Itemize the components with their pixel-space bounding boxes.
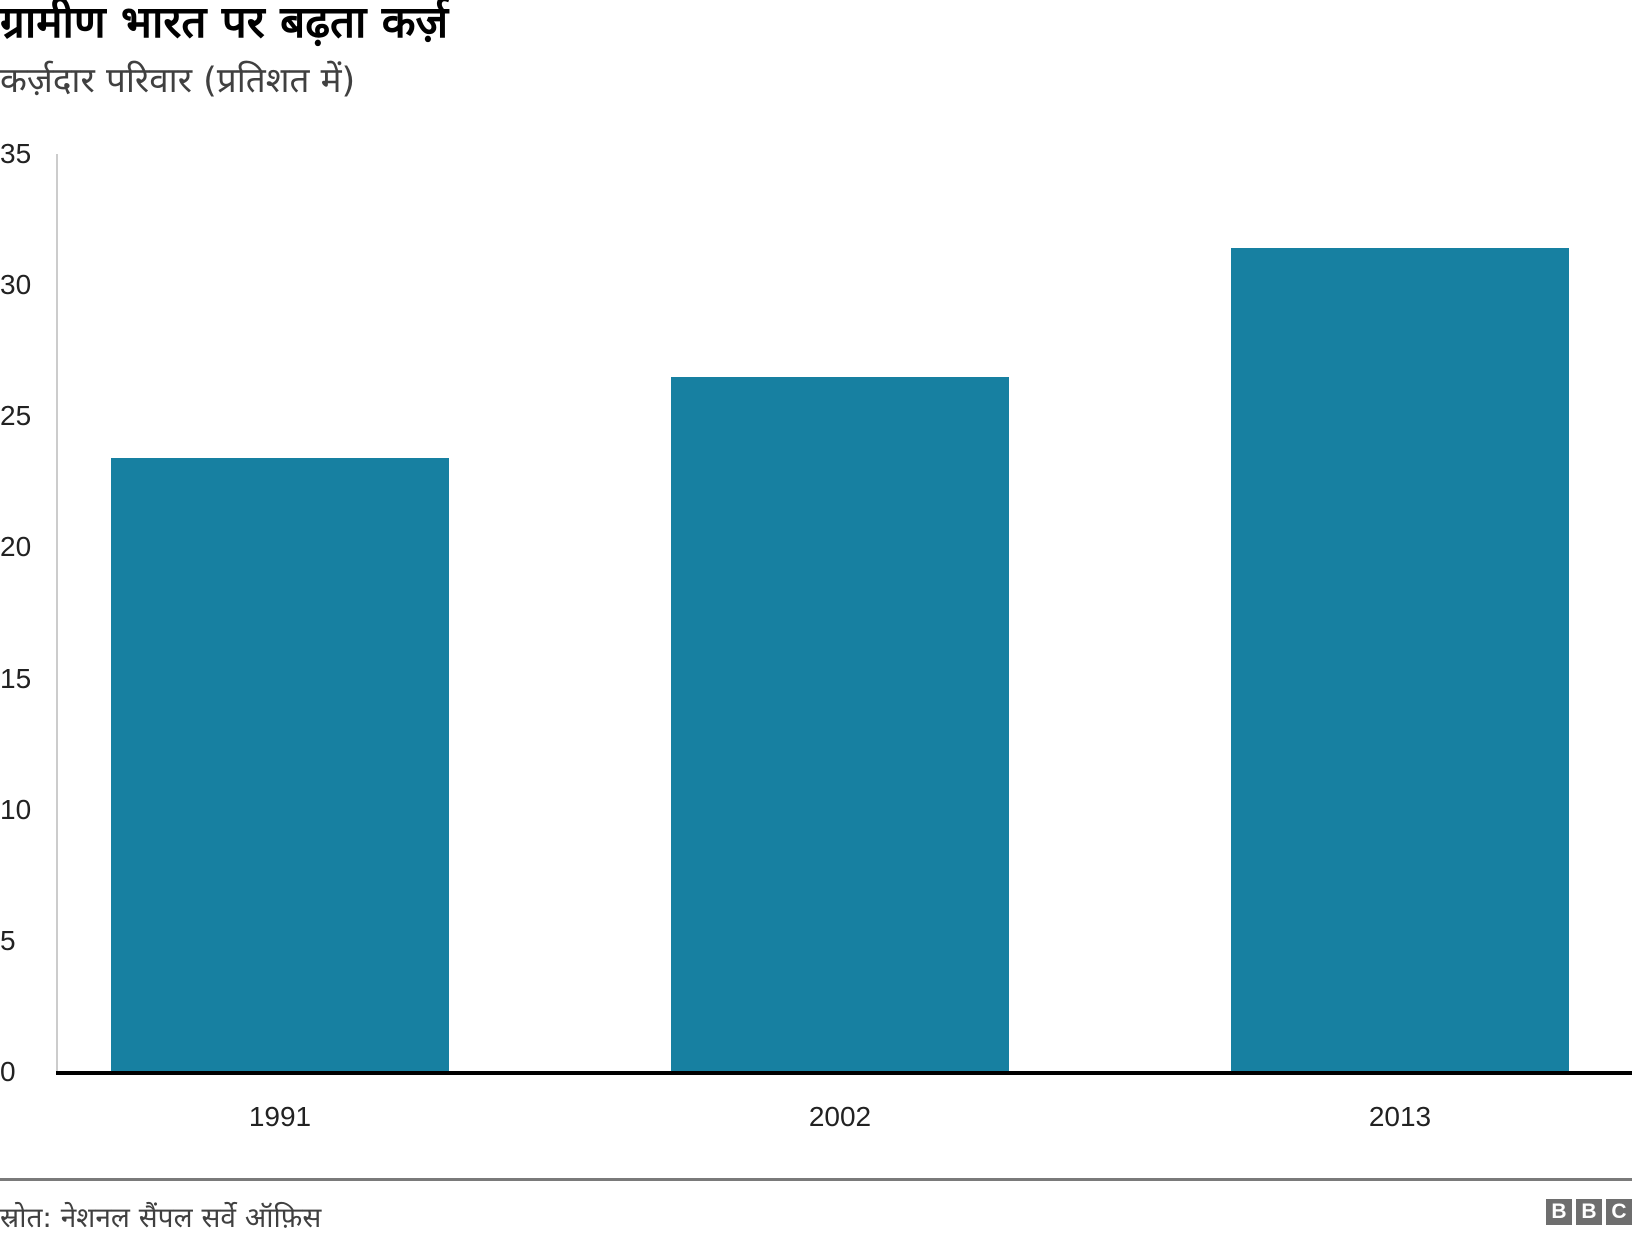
y-tick: 25	[0, 400, 32, 431]
bar-2002	[671, 377, 1009, 1072]
x-label: 2013	[1368, 1101, 1432, 1132]
bbc-logo: B B C	[1546, 1199, 1632, 1225]
chart-subtitle: कर्ज़दार परिवार (प्रतिशत में)	[0, 61, 356, 101]
source-note: स्रोत: नेशनल सैंपल सर्वे ऑफ़िस	[0, 1201, 322, 1234]
y-tick: 15	[0, 663, 32, 694]
bbc-logo-letter: B	[1576, 1199, 1602, 1225]
footer-divider	[0, 1178, 1632, 1181]
x-label: 1991	[248, 1101, 312, 1132]
bar-1991	[111, 458, 449, 1072]
y-tick: 5	[0, 925, 16, 956]
y-axis-line	[56, 154, 58, 1072]
chart-title: ग्रामीण भारत पर बढ़ता कर्ज़	[0, 0, 449, 48]
bbc-logo-letter: B	[1546, 1199, 1572, 1225]
y-tick: 35	[0, 138, 32, 169]
y-tick: 0	[0, 1056, 16, 1087]
x-axis-baseline	[56, 1071, 1632, 1075]
bar-2013	[1231, 248, 1569, 1072]
bbc-logo-letter: C	[1606, 1199, 1632, 1225]
x-label: 2002	[808, 1101, 872, 1132]
y-tick: 20	[0, 531, 32, 562]
y-tick: 10	[0, 794, 32, 825]
y-tick: 30	[0, 269, 32, 300]
